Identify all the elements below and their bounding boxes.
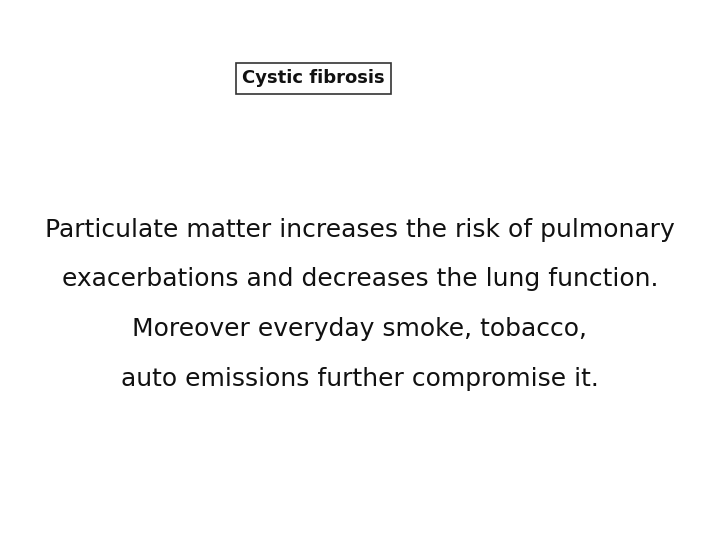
Text: auto emissions further compromise it.: auto emissions further compromise it.: [121, 367, 599, 390]
Text: exacerbations and decreases the lung function.: exacerbations and decreases the lung fun…: [62, 267, 658, 291]
Text: Cystic fibrosis: Cystic fibrosis: [242, 69, 384, 87]
Text: Moreover everyday smoke, tobacco,: Moreover everyday smoke, tobacco,: [132, 317, 588, 341]
Text: Particulate matter increases the risk of pulmonary: Particulate matter increases the risk of…: [45, 218, 675, 241]
